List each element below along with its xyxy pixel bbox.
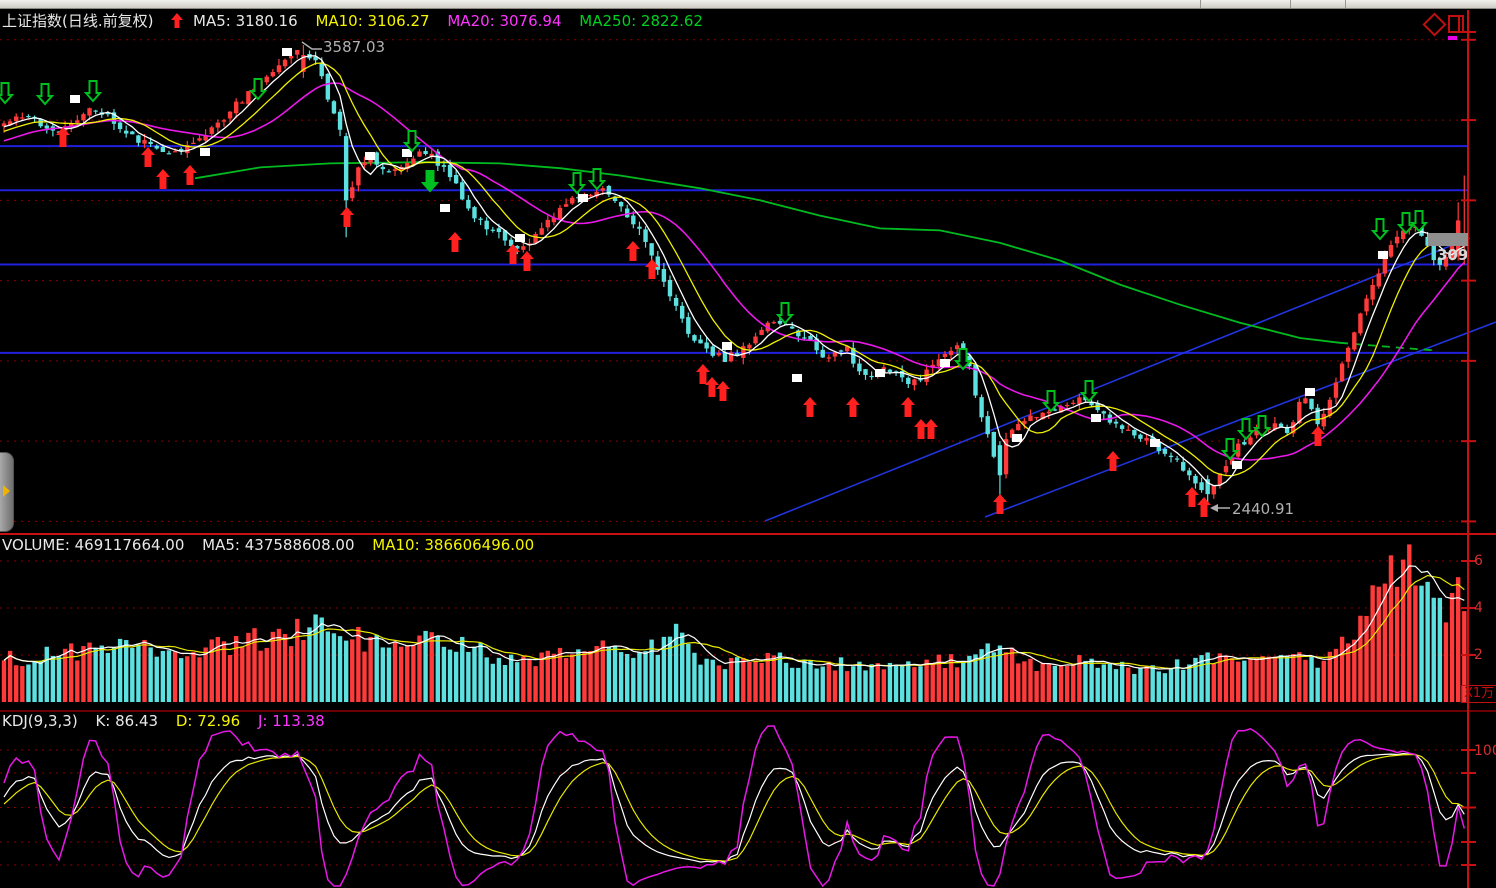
kdj-d-label: D: 72.96 bbox=[175, 712, 241, 730]
white-markers bbox=[70, 48, 1388, 469]
main-grid bbox=[0, 39, 1468, 522]
volume-grid bbox=[0, 560, 1468, 656]
volume-ma-lines bbox=[3, 565, 1465, 670]
kdj-lines bbox=[3, 725, 1466, 888]
kdj-axis-tick-100: 100 bbox=[1474, 743, 1496, 759]
volume-pane-header: VOLUME: 469117664.00 MA5: 437588608.00 M… bbox=[2, 536, 547, 554]
ma250-value-label: MA250: 2822.62 bbox=[579, 12, 703, 30]
kdj-title-label: KDJ(9,3,3) bbox=[2, 712, 78, 730]
instrument-title: 上证指数(日线.前复权) bbox=[2, 12, 154, 30]
magenta-indicator-dash bbox=[1448, 36, 1457, 40]
trend-lines bbox=[764, 237, 1496, 522]
ma-lines bbox=[3, 55, 1465, 487]
strip-divider bbox=[1345, 0, 1346, 8]
ma5-value-label: MA5: 3180.16 bbox=[193, 12, 298, 30]
window-tool-icon[interactable] bbox=[1448, 15, 1464, 33]
window-top-strip bbox=[0, 0, 1496, 9]
volume-axis-tick-6: 6 bbox=[1474, 553, 1483, 569]
current-price-marker bbox=[1428, 233, 1468, 246]
volume-ma10-label: MA10: 386606496.00 bbox=[372, 536, 535, 554]
annotation-pointers bbox=[301, 41, 1230, 512]
current-price-text: 309 bbox=[1437, 246, 1467, 264]
support-lines bbox=[0, 145, 1468, 354]
ma20-value-label: MA20: 3076.94 bbox=[447, 12, 562, 30]
volume-ma5-label: MA5: 437588608.00 bbox=[202, 536, 355, 554]
low-price-label: 2440.91 bbox=[1232, 500, 1295, 518]
ma10-value-label: MA10: 3106.27 bbox=[315, 12, 430, 30]
kdj-grid bbox=[0, 749, 1468, 866]
strip-divider bbox=[1200, 0, 1201, 8]
sidebar-expand-tab[interactable] bbox=[0, 452, 14, 532]
main-pane-header: 上证指数(日线.前复权) MA5: 3180.16 MA10: 3106.27 … bbox=[2, 10, 716, 31]
volume-axis-tick-2: 2 bbox=[1474, 647, 1483, 663]
volume-value-label: VOLUME: 469117664.00 bbox=[2, 536, 185, 554]
strip-divider bbox=[1290, 0, 1291, 8]
kdj-j-label: J: 113.38 bbox=[257, 712, 325, 730]
kdj-pane-header: KDJ(9,3,3) K: 86.43 D: 72.96 J: 113.38 bbox=[2, 712, 338, 730]
pane-separators bbox=[0, 533, 1496, 712]
volume-unit-label: X1万 bbox=[1461, 685, 1496, 703]
right-axis bbox=[1461, 10, 1476, 888]
peak-price-label: 3587.03 bbox=[323, 38, 386, 56]
volume-axis-tick-4: 4 bbox=[1474, 600, 1483, 616]
up-arrow-icon bbox=[171, 13, 184, 28]
expand-arrow-icon bbox=[3, 485, 10, 497]
signal-arrows bbox=[0, 78, 1429, 517]
volume-bars bbox=[1, 544, 1467, 702]
window-icon-divider bbox=[1458, 17, 1460, 31]
kdj-k-label: K: 86.43 bbox=[95, 712, 159, 730]
